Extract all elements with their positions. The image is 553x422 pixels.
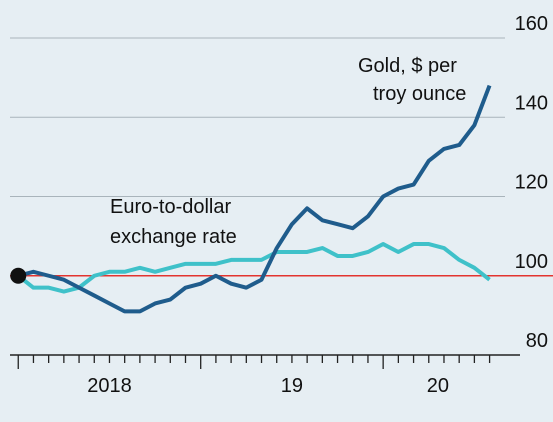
annotation: troy ounce <box>373 83 466 105</box>
y-tick-label: 140 <box>515 92 548 114</box>
x-tick-label: 20 <box>427 375 449 397</box>
y-tick-label: 100 <box>515 251 548 273</box>
y-tick-label: 120 <box>515 172 548 194</box>
x-tick-label: 2018 <box>87 375 132 397</box>
annotation: Euro-to-dollar <box>110 196 232 218</box>
origin-dot <box>10 267 27 284</box>
x-tick-label: 19 <box>281 375 303 397</box>
annotation: Gold, $ per <box>358 55 457 77</box>
y-tick-label: 160 <box>515 13 548 35</box>
y-tick-label: 80 <box>526 330 548 352</box>
series-line <box>17 242 491 294</box>
series-line <box>17 84 492 314</box>
annotation: exchange rate <box>110 226 237 248</box>
